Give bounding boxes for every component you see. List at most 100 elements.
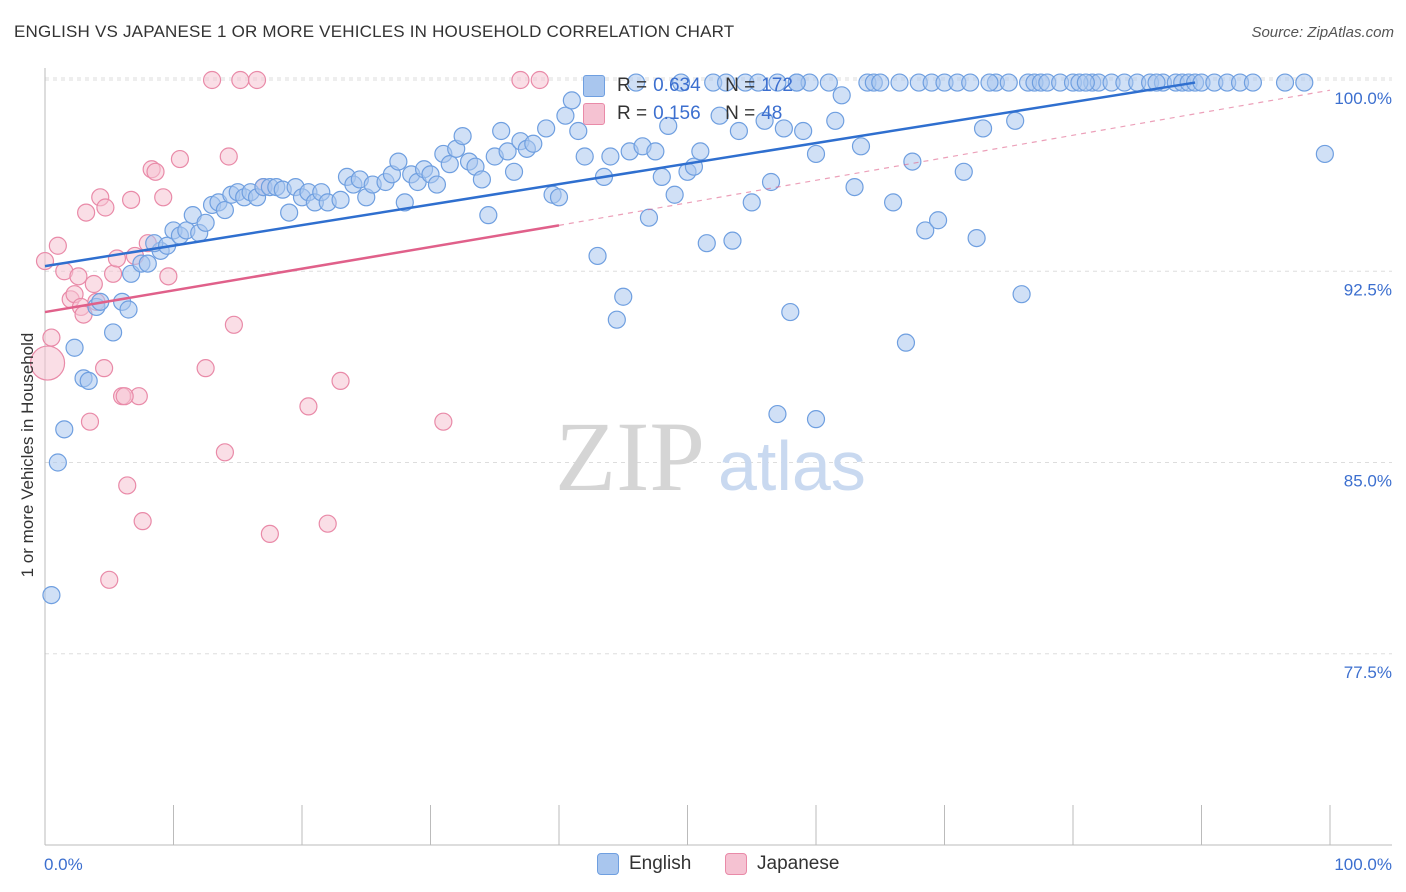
- chart-legend: English Japanese: [0, 850, 1406, 880]
- japanese-point: [170, 149, 190, 169]
- english-point: [768, 73, 787, 92]
- japanese-point: [318, 514, 337, 533]
- english-point: [980, 73, 999, 92]
- english-point: [928, 211, 948, 230]
- axes: [44, 68, 1392, 846]
- english-point: [896, 333, 916, 352]
- x-tick-label: 100.0%: [1334, 855, 1392, 874]
- stats-box: R = 0.634 N = 172 R = 0.156 N = 48: [571, 66, 811, 132]
- english-swatch: [583, 75, 605, 97]
- english-r-label: R =: [617, 75, 648, 96]
- y-tick-label: 100.0%: [1334, 89, 1392, 108]
- english-point: [1275, 73, 1295, 92]
- english-point: [890, 73, 909, 92]
- source-label: Source: ZipAtlas.com: [1251, 24, 1394, 41]
- watermark-atlas: atlas: [718, 427, 866, 505]
- legend-item-japanese[interactable]: Japanese: [725, 853, 839, 875]
- japanese-r-value: 0.156: [653, 103, 701, 124]
- english-point: [871, 73, 890, 92]
- grid-lines: [45, 77, 1392, 655]
- english-point: [1295, 73, 1314, 92]
- english-point: [723, 231, 742, 250]
- english-r-value: 0.634: [653, 75, 701, 96]
- y-tick-label: 92.5%: [1344, 280, 1392, 299]
- english-point: [280, 203, 299, 222]
- english-point: [453, 127, 472, 146]
- english-point: [794, 121, 813, 141]
- japanese-point: [77, 203, 96, 222]
- english-point: [1315, 144, 1334, 164]
- english-point: [1076, 73, 1095, 92]
- english-point: [761, 172, 781, 192]
- japanese-point: [133, 512, 152, 531]
- japanese-point: [80, 412, 100, 431]
- english-point: [472, 170, 491, 189]
- japanese-point: [104, 264, 123, 283]
- japanese-point: [511, 70, 530, 90]
- x-tick-label: 0.0%: [44, 855, 83, 874]
- english-point: [440, 155, 459, 174]
- english-point: [851, 137, 871, 156]
- japanese-point: [42, 328, 61, 347]
- english-point: [79, 371, 98, 390]
- english-point: [954, 162, 973, 181]
- japanese-point: [69, 267, 88, 286]
- english-point: [504, 162, 524, 181]
- english-point: [806, 144, 826, 164]
- english-point: [395, 193, 414, 212]
- japanese-point: [202, 70, 222, 90]
- english-point: [916, 221, 935, 240]
- japanese-point: [159, 267, 178, 286]
- english-point: [665, 185, 684, 204]
- japanese-point: [196, 359, 215, 378]
- english-point: [498, 142, 517, 161]
- english-point: [845, 178, 864, 197]
- english-point: [575, 147, 594, 166]
- english-point: [774, 119, 793, 138]
- japanese-swatch: [583, 103, 605, 125]
- english-point: [569, 121, 588, 141]
- japanese-trend-extension: [558, 89, 1331, 226]
- english-point: [819, 73, 838, 92]
- english-point: [967, 229, 986, 248]
- japanese-point: [35, 251, 55, 271]
- english-point: [601, 147, 620, 166]
- english-point: [832, 86, 851, 105]
- english-point: [549, 188, 569, 207]
- japanese-point: [154, 188, 173, 207]
- english-point: [55, 420, 74, 439]
- english-n-value: 172: [761, 75, 793, 96]
- japanese-point: [96, 198, 115, 217]
- japanese-point: [260, 524, 279, 544]
- japanese-point: [224, 315, 243, 334]
- english-point: [48, 453, 67, 472]
- english-point: [215, 200, 234, 220]
- legend-item-english[interactable]: English: [597, 853, 691, 875]
- english-point: [903, 152, 922, 171]
- japanese-point: [48, 236, 67, 255]
- english-trend-line: [44, 81, 1196, 268]
- english-point: [639, 208, 659, 227]
- english-point: [826, 111, 845, 130]
- english-point: [691, 142, 710, 161]
- trend-lines: [44, 81, 1331, 314]
- y-tick-label: 77.5%: [1344, 663, 1392, 682]
- english-point: [961, 73, 980, 92]
- japanese-point: [215, 443, 234, 462]
- english-point: [973, 119, 993, 138]
- japanese-point: [146, 162, 165, 181]
- japanese-n-label: N =: [725, 103, 756, 124]
- english-point: [806, 410, 826, 429]
- english-point: [427, 175, 447, 194]
- japanese-point: [100, 570, 119, 589]
- english-point: [104, 323, 123, 342]
- english-point: [138, 254, 157, 273]
- english-point: [614, 287, 633, 306]
- english-point: [537, 119, 556, 138]
- watermark-zip: ZIP: [555, 401, 705, 512]
- japanese-point: [115, 387, 134, 406]
- japanese-point: [29, 345, 66, 381]
- japanese-point: [118, 476, 137, 495]
- english-point: [646, 142, 665, 161]
